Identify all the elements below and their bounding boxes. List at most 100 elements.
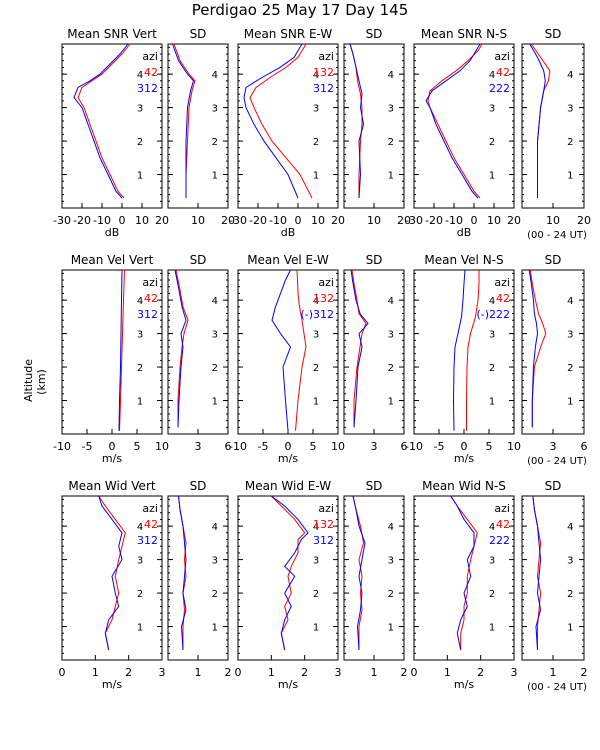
y-tick-label: 4 [212,296,218,307]
panel-title: SD [366,253,383,267]
y-tick-label: 1 [489,397,495,408]
series-line-42 [77,43,131,199]
series-line-42 [175,269,189,428]
y-tick-label: 3 [212,556,218,567]
plot-frame [413,495,515,661]
plot-frame [167,495,229,661]
y-tick-label: 1 [212,397,218,408]
y-tick-label: 1 [489,623,495,634]
panel-title: SD [366,479,383,493]
x-tick-label: 0 [59,666,66,679]
plot-frame [167,43,229,209]
chart-panel-wid-ns: 1 2 3 4 0 1 2 3 Mean Wid N-S m/s azi 42 222 [411,479,518,691]
panel-title: Mean Wid Vert [68,479,155,493]
time-range-note: (00 - 24 UT) [527,230,587,241]
y-tick-label: 2 [567,363,573,374]
panel-title: Mean SNR N-S [421,27,507,41]
series-line-312 [178,495,187,651]
x-tick-label: 10 [487,214,501,227]
legend-entry-blue: 222 [489,82,510,95]
series-line-132 [249,43,313,199]
y-tick-label: 2 [388,137,394,148]
x-tick-label: 1 [92,666,99,679]
x-tick-label: 10 [311,214,325,227]
legend-entry-red: 42 [496,518,510,531]
x-tick-label: 2 [477,666,484,679]
series-line-312 [243,43,303,199]
x-tick-label: 6 [581,440,588,453]
legend-entry-red: 42 [144,518,158,531]
plot-frame [61,495,163,661]
legend-entry-red: 42 [496,66,510,79]
plot-frame [413,43,515,209]
y-tick-label: 2 [567,589,573,600]
plot-frame [61,43,163,209]
panel-title: SD [545,253,562,267]
series-line-132 [351,269,367,428]
legend-entry-red: 42 [144,66,158,79]
y-tick-label: 4 [313,296,319,307]
chart-panel-snr-vert-sd: 1 2 3 4 10 20 SD [167,27,235,227]
series-line-222 [425,43,481,199]
y-tick-label: 3 [388,330,394,341]
legend-title: azi [142,502,158,515]
y-tick-label: 4 [567,70,573,81]
y-tick-label: 2 [388,363,394,374]
y-tick-label: 4 [567,296,573,307]
y-tick-label: 3 [567,330,573,341]
series-line-312 [350,269,369,428]
y-tick-label: 2 [567,137,573,148]
x-tick-label: 10 [367,214,381,227]
chart-panel-vel-ew: 1 2 3 4 -10 -5 0 5 10 Mean Vel E-W m/s azi 132 (-)312 [229,253,345,465]
panel-title: Mean SNR Vert [67,27,157,41]
x-tick-label: -10 [53,440,71,453]
y-tick-label: 4 [489,522,495,533]
x-tick-label: 10 [507,440,521,453]
x-axis-label: m/s [102,452,122,465]
panel-title: Mean SNR E-W [244,27,333,41]
y-tick-label: 1 [567,171,573,182]
y-tick-label: 3 [489,330,495,341]
x-axis-label: m/s [102,678,122,691]
y-tick-label: 3 [388,104,394,115]
y-tick-label: 3 [212,330,218,341]
x-tick-label: -20 [73,214,91,227]
panel-title: Mean Vel E-W [247,253,329,267]
y-tick-label: 1 [567,397,573,408]
chart-panel-wid-vert: 1 2 3 4 0 1 2 3 Mean Wid Vert m/s azi 42 312 [59,479,166,691]
chart-panel-vel-ns-sd: 1 2 3 4 3 6 SD (00 - 24 UT) [521,253,588,467]
y-tick-label: 3 [313,556,319,567]
series-line-222 [528,269,539,428]
legend-entry-blue: 312 [313,534,334,547]
y-tick-label: 4 [313,522,319,533]
x-tick-label: 1 [268,666,275,679]
x-tick-label: 0 [109,440,116,453]
y-tick-label: 2 [212,363,218,374]
x-axis-label: m/s [278,452,298,465]
x-tick-label: 10 [331,440,345,453]
panel-title: Mean Vel Vert [71,253,154,267]
x-tick-label: 5 [134,440,141,453]
x-tick-label: 3 [195,440,202,453]
x-tick-label: -10 [93,214,111,227]
y-tick-label: 1 [212,623,218,634]
x-axis-label: dB [281,226,296,239]
y-tick-label: 1 [212,171,218,182]
x-tick-label: 20 [507,214,521,227]
legend-title: azi [142,50,158,63]
x-tick-label: -5 [434,440,445,453]
chart-panel-snr-vert: 1 2 3 4 -30 -20 -10 0 10 20 Mean SNR Vert dB azi 42 31… [53,27,169,239]
panel-title: Mean Wid E-W [245,479,331,493]
x-tick-label: 10 [546,214,560,227]
y-tick-label: 4 [137,70,143,81]
legend-entry-blue: 312 [137,308,158,321]
legend-entry-red: 132 [313,66,334,79]
y-tick-label: 3 [388,556,394,567]
x-tick-label: 20 [331,214,345,227]
y-tick-label: 4 [388,522,394,533]
x-tick-label: -30 [229,214,247,227]
x-tick-label: 5 [486,440,493,453]
y-tick-label: 1 [388,397,394,408]
y-tick-label: 2 [313,589,319,600]
